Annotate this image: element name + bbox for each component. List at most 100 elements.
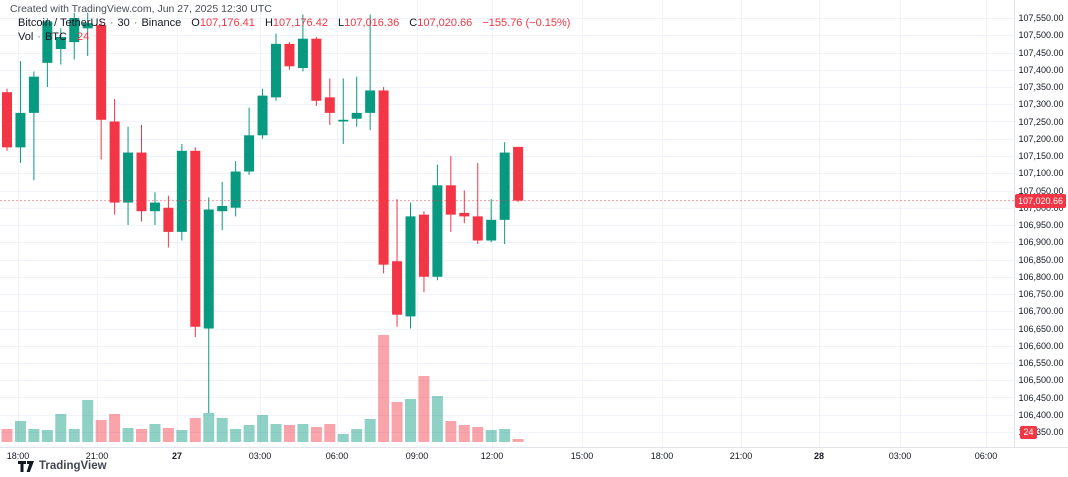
legend-separator-icon: · [37, 31, 41, 43]
volume-bar [95, 420, 107, 442]
volume-bar [14, 421, 26, 442]
volume-bar [109, 414, 121, 442]
candle-body [230, 171, 241, 208]
price-axis-label: 106,500.00 [1018, 375, 1064, 386]
ohlc-low-value: 107,016.36 [344, 17, 400, 29]
candle-body [15, 112, 26, 148]
candle-body [271, 43, 281, 98]
price-axis[interactable]: 107,550.00 107,500.00 107,450.00 107,400.00… [1014, 0, 1068, 447]
volume-bar [472, 427, 484, 442]
volume-bar [1, 429, 13, 442]
candle-body [82, 23, 93, 29]
interval-label[interactable]: 30 [117, 17, 130, 29]
ohlc-close-value: 107,020.66 [417, 17, 473, 29]
candle-body [365, 90, 376, 113]
volume-bar [68, 429, 80, 442]
candles [2, 12, 524, 414]
volume-bar [351, 429, 363, 442]
volume-badge: 24 [1020, 426, 1037, 439]
gridlines [0, 0, 1014, 447]
price-axis-label: 107,150.00 [1018, 151, 1064, 161]
candle-wick [19, 61, 21, 163]
ohlc-open-label: O [191, 17, 200, 29]
volume-bar [405, 399, 416, 442]
volume-bar [136, 429, 147, 442]
volume-bar [364, 419, 376, 442]
ohlc-low-label: L [338, 17, 345, 29]
candle-body [109, 121, 120, 203]
time-axis-label: 12:00 [480, 451, 504, 461]
price-axis-label: 107,100.00 [1018, 168, 1064, 179]
candle-body [472, 216, 483, 241]
candle-body [405, 216, 416, 317]
time-axis-label: 06:00 [974, 451, 998, 461]
candle-body [149, 202, 160, 212]
price-axis-label: 107,000.00 [1018, 202, 1064, 213]
price-axis-label: 106,900.00 [1018, 237, 1064, 248]
candle-body [486, 219, 497, 241]
candle-body [418, 214, 429, 277]
candle-body [28, 76, 39, 113]
price-axis-label: 106,700.00 [1018, 306, 1064, 317]
candle-body [163, 207, 174, 232]
candle-body [297, 38, 308, 69]
candle-body [324, 97, 335, 113]
attribution-text: Created with TradingView.com, Jun 27, 20… [10, 3, 272, 15]
time-axis-label: 18:00 [650, 451, 674, 461]
candle-wick [369, 14, 371, 131]
ohlc-open-value: 107,176.41 [199, 17, 255, 29]
candle-wick [33, 71, 35, 181]
time-axis-label: 21:00 [729, 451, 753, 461]
legend-separator-icon: · [109, 17, 114, 29]
volume-bar [324, 424, 336, 442]
candle-body [338, 119, 349, 122]
ohlc-close-label: C [409, 17, 418, 29]
time-axis-label: 15:00 [570, 451, 594, 461]
time-axis-label: 21:00 [85, 451, 109, 461]
price-axis-label: 107,450.00 [1018, 47, 1064, 58]
tradingview-logo-link[interactable]: TradingView [18, 460, 107, 472]
candle-body [2, 92, 12, 148]
volume-bar [257, 415, 269, 442]
candle-wick [477, 162, 479, 244]
time-axis[interactable]: 18:00 21:00 27 03:00 06:00 09:00 12:00 15:00 18:… [0, 447, 1068, 463]
volume-bar [283, 425, 295, 442]
candle-wick [356, 76, 358, 127]
volume-bar [203, 413, 215, 442]
volume-bar [41, 430, 53, 442]
symbol-title[interactable]: Bitcoin / TetherUS [18, 17, 106, 29]
ohlc-high-label: H [264, 17, 273, 29]
volume-bar [122, 428, 134, 442]
candle-body [459, 212, 470, 217]
candle-body [257, 95, 268, 136]
volume-label[interactable]: Vol [18, 31, 34, 43]
volume-value: 24 [77, 31, 90, 43]
price-axis-label: 106,450.00 [1018, 392, 1064, 403]
candle-body [42, 21, 53, 63]
price-axis-label: 106,650.00 [1018, 323, 1064, 334]
legend-symbol-row: Bitcoin / TetherUS · 30 · Binance O107,176.4… [18, 16, 570, 30]
volume-bar [512, 439, 524, 442]
candle-body [445, 185, 456, 215]
volume-bar [230, 429, 242, 442]
price-axis-label: 106,350.00 [1018, 427, 1064, 437]
price-axis-label: 106,550.00 [1018, 358, 1064, 368]
candle-body [351, 112, 362, 119]
price-axis-label: 106,600.00 [1018, 340, 1064, 351]
volume-bar [28, 429, 40, 442]
volume-bar [297, 424, 309, 442]
time-axis-label: 18:00 [6, 451, 30, 461]
last-price-badge: 107,020.66 [1015, 193, 1066, 208]
candle-wick [342, 78, 344, 144]
volume-bar [176, 430, 188, 442]
candle-body [176, 150, 187, 232]
time-axis-label: 03:00 [888, 451, 912, 461]
exchange-label: Binance [141, 17, 182, 29]
candle-body [499, 152, 510, 220]
candle-body [69, 18, 80, 43]
tradingview-logo-text: TradingView [39, 460, 107, 472]
candle-body [378, 90, 389, 265]
volume-bar [378, 335, 390, 442]
